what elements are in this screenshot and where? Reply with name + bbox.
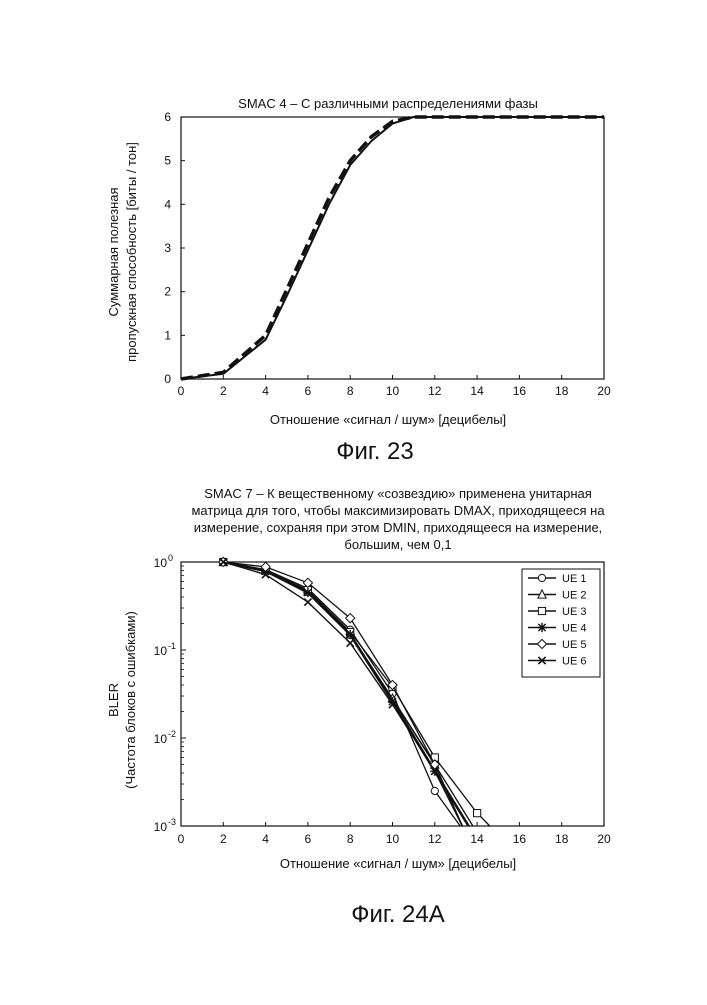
x-tick-label: 0 (178, 832, 185, 846)
data-point-star (303, 588, 312, 597)
x-tick-label: 6 (305, 384, 312, 398)
chart-title-line3: измерение, сохраняя при этом DMIN, прихо… (194, 520, 603, 535)
series-lines (219, 557, 490, 826)
x-tick-label: 0 (178, 384, 185, 398)
x-tick-label: 20 (597, 832, 611, 846)
y-axis-label-line1: BLER (106, 683, 121, 717)
chart-title-line2: матрица для того, чтобы максимизировать … (191, 503, 605, 518)
series-line-ue-5 (223, 562, 473, 826)
legend-marker-square (538, 607, 545, 614)
y-tick-label: 10 (154, 556, 168, 570)
y-tick-exponent: -1 (168, 641, 176, 651)
x-tick-label: 14 (470, 832, 484, 846)
x-tick-label: 8 (347, 384, 354, 398)
legend-label: UE 3 (562, 606, 586, 618)
figure-caption: Фиг. 24A (351, 901, 445, 928)
data-point-circle (431, 787, 438, 794)
y-tick-label: 10 (154, 820, 168, 834)
x-tick-label: 2 (220, 384, 227, 398)
y-tick-label: 4 (164, 197, 171, 211)
series-markers-ue-2 (219, 557, 439, 768)
legend-marker-star (537, 623, 546, 632)
legend-label: UE 2 (562, 590, 586, 602)
y-axis: 0 1 2 3 4 5 6 (164, 110, 185, 386)
figure-caption: Фиг. 23 (336, 438, 414, 465)
series-markers-ue-1 (220, 558, 439, 794)
series-line-ue-2 (223, 562, 462, 826)
series-line-ue-4 (223, 562, 468, 826)
x-tick-label: 2 (220, 832, 227, 846)
x-tick-label: 4 (262, 384, 269, 398)
x-axis-label: Отношение «сигнал / шум» [децибелы] (270, 412, 506, 427)
y-tick-label: 3 (164, 241, 171, 255)
x-tick-label: 12 (428, 832, 442, 846)
series-markers-ue-4 (219, 557, 440, 775)
series-line-2 (181, 117, 604, 379)
series-line-ue-6 (223, 562, 462, 826)
legend-label: UE 1 (562, 573, 586, 585)
chart-fig24a: SMAC 7 – К вещественному «созвездию» при… (106, 486, 611, 928)
chart-title-line1: SMAC 7 – К вещественному «созвездию» при… (204, 486, 592, 501)
y-tick-exponent: 0 (168, 553, 173, 563)
y-tick-label: 5 (164, 154, 171, 168)
legend-label: UE 5 (562, 639, 586, 651)
x-tick-label: 10 (386, 832, 400, 846)
x-tick-label: 10 (386, 384, 400, 398)
x-tick-label: 18 (555, 384, 569, 398)
x-tick-label: 8 (347, 832, 354, 846)
x-tick-label: 14 (470, 384, 484, 398)
legend-label: UE 4 (562, 623, 586, 635)
y-axis-label-line2: (Частота блоков с ошибками) (123, 611, 138, 789)
y-tick-exponent: -3 (168, 817, 176, 827)
series-line-ue-1 (223, 562, 460, 826)
x-tick-label: 18 (555, 832, 569, 846)
series-lines (181, 117, 604, 379)
y-tick-label: 1 (164, 328, 171, 342)
data-point-star (346, 630, 355, 639)
y-tick-label: 10 (154, 644, 168, 658)
y-tick-exponent: -2 (168, 729, 176, 739)
x-tick-label: 6 (305, 832, 312, 846)
chart-title: SMAC 4 – С различными распределениями фа… (238, 96, 538, 111)
y-axis-label-line2: пропускная способность [биты / тон] (124, 142, 139, 362)
series-line-ue-3 (223, 562, 490, 826)
x-tick-label: 4 (262, 832, 269, 846)
x-tick-label: 20 (597, 384, 611, 398)
legend-label: UE 6 (562, 656, 586, 668)
y-axis-label-line1: Суммарная полезная (106, 187, 121, 316)
chart-fig23: SMAC 4 – С различными распределениями фа… (106, 96, 611, 465)
y-tick-label: 10 (154, 732, 168, 746)
series-markers-ue-5 (219, 557, 440, 769)
chart-title-line4: большим, чем 0,1 (344, 537, 451, 552)
y-tick-label: 2 (164, 285, 171, 299)
x-tick-label: 12 (428, 384, 442, 398)
series-markers-ue-6 (220, 558, 439, 774)
y-tick-label: 0 (164, 372, 171, 386)
series-line-1 (181, 117, 604, 379)
legend-marker-circle (538, 574, 545, 581)
data-point-square (474, 810, 481, 817)
plot-frame (181, 117, 604, 379)
data-point-x (304, 599, 311, 606)
legend: UE 1 UE 2 UE 3 UE 4 UE 5 UE 6 (522, 569, 600, 677)
x-tick-label: 16 (513, 384, 527, 398)
data-point-x (347, 639, 354, 646)
y-tick-label: 6 (164, 110, 171, 124)
x-axis-label: Отношение «сигнал / шум» [децибелы] (280, 856, 516, 871)
x-tick-label: 16 (513, 832, 527, 846)
